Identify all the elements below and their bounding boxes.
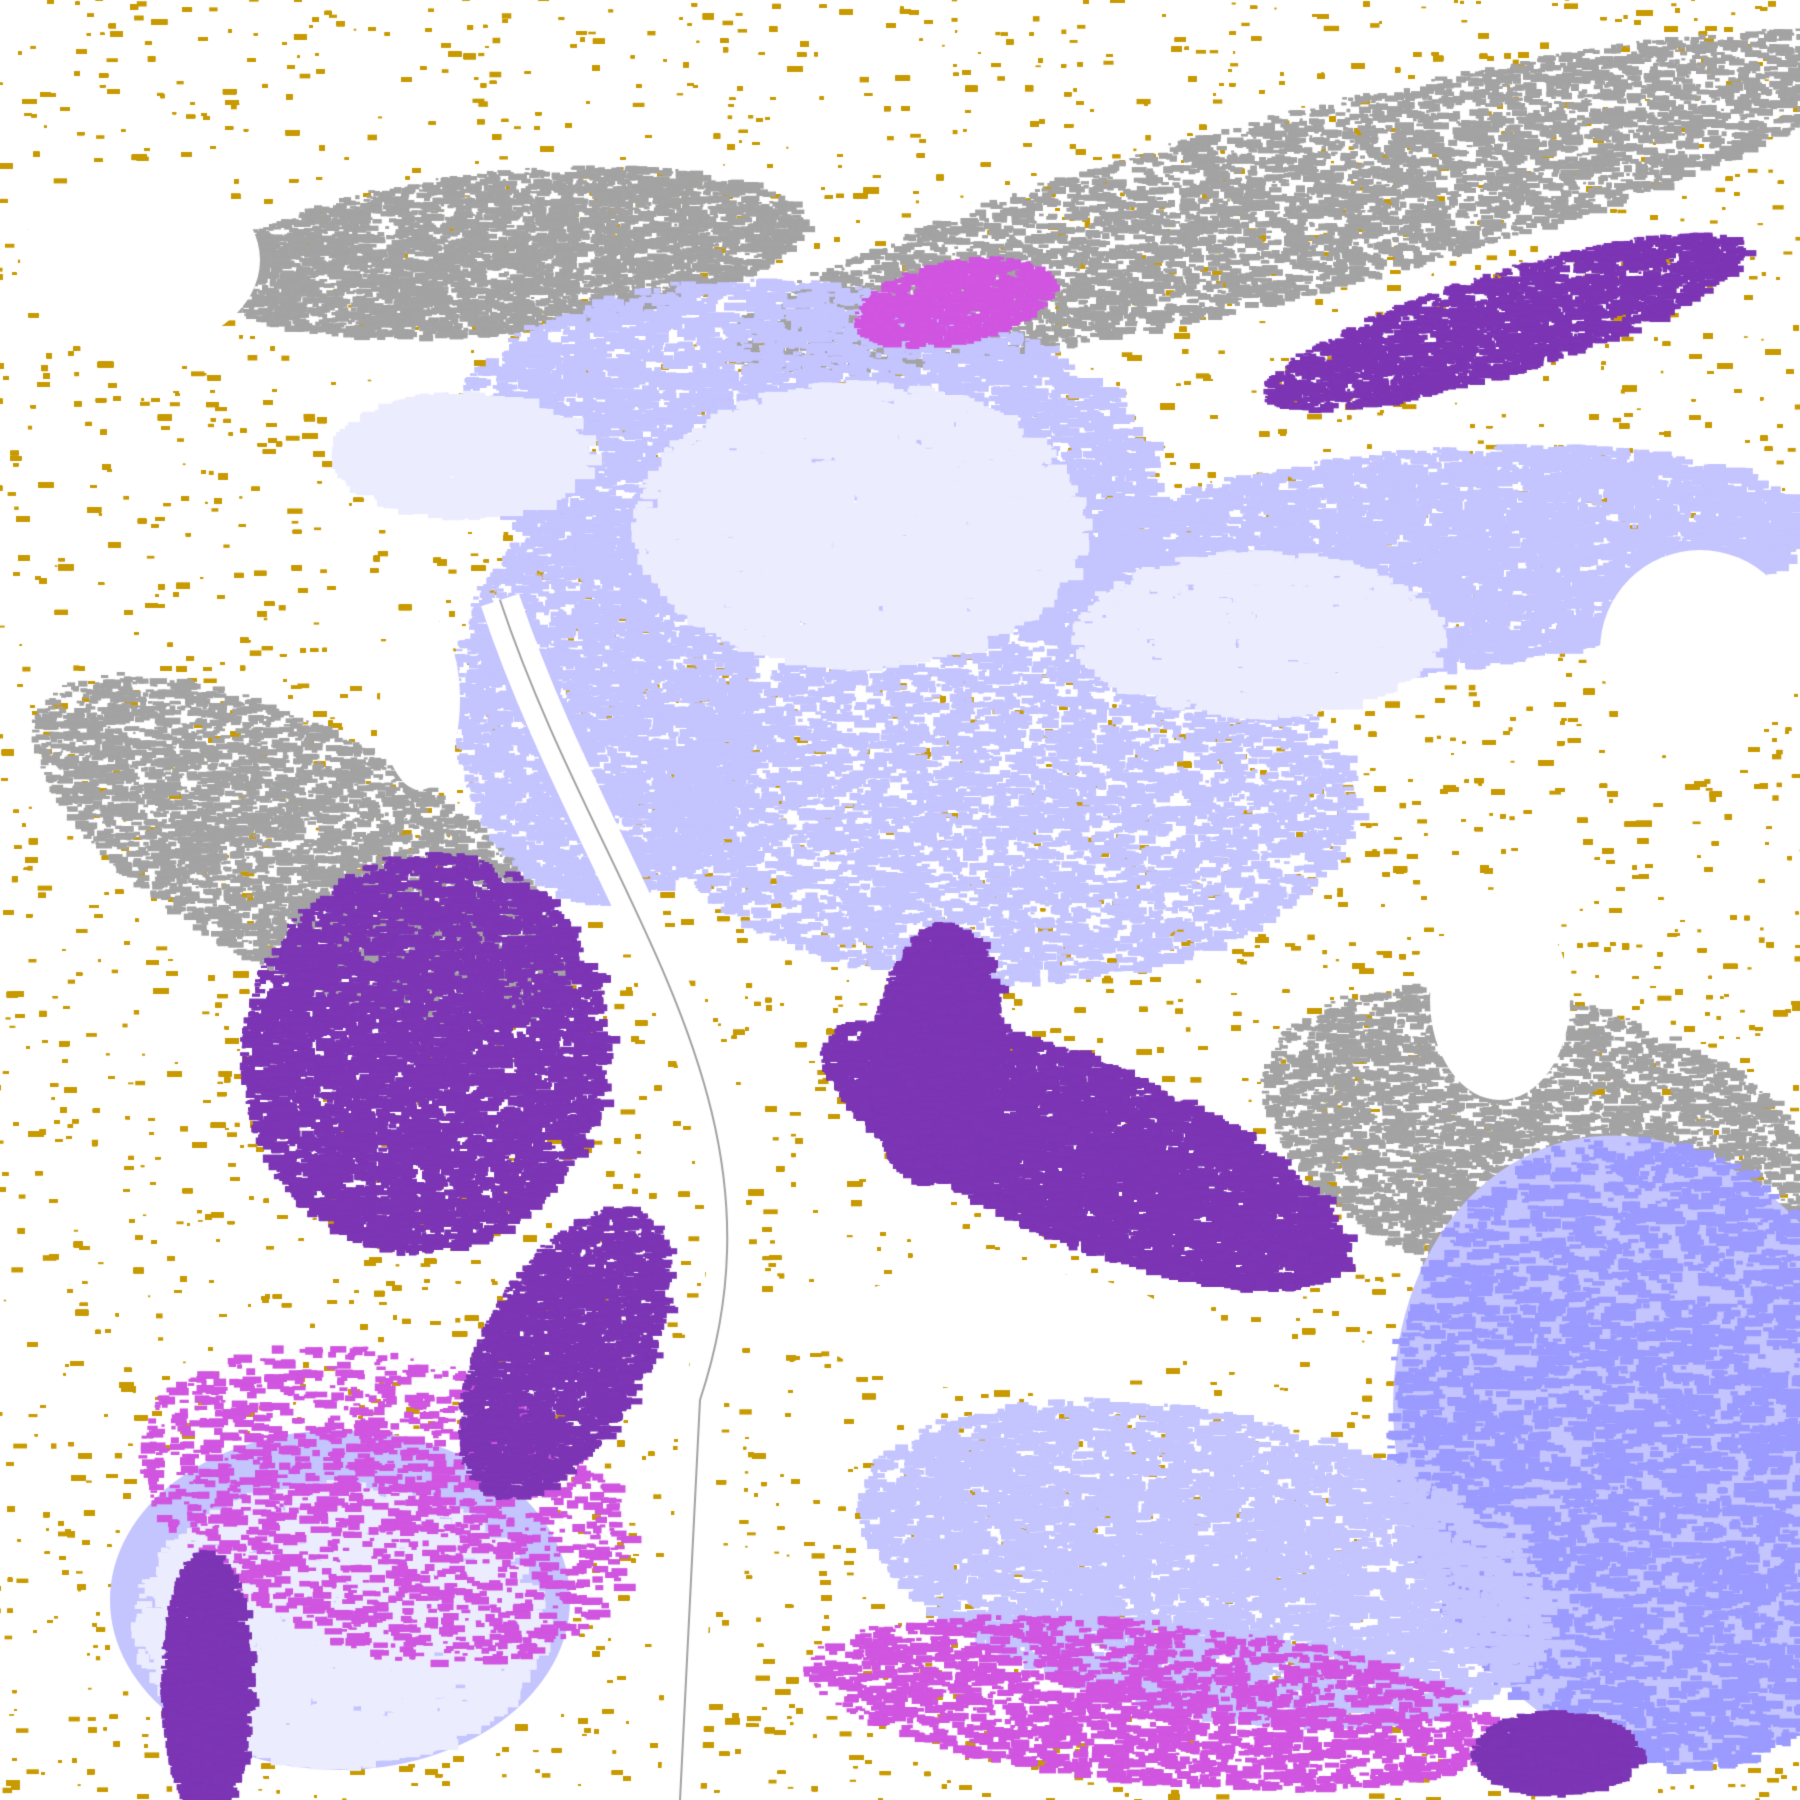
map-view xyxy=(0,0,1800,1800)
classification-raster xyxy=(0,0,1800,1800)
